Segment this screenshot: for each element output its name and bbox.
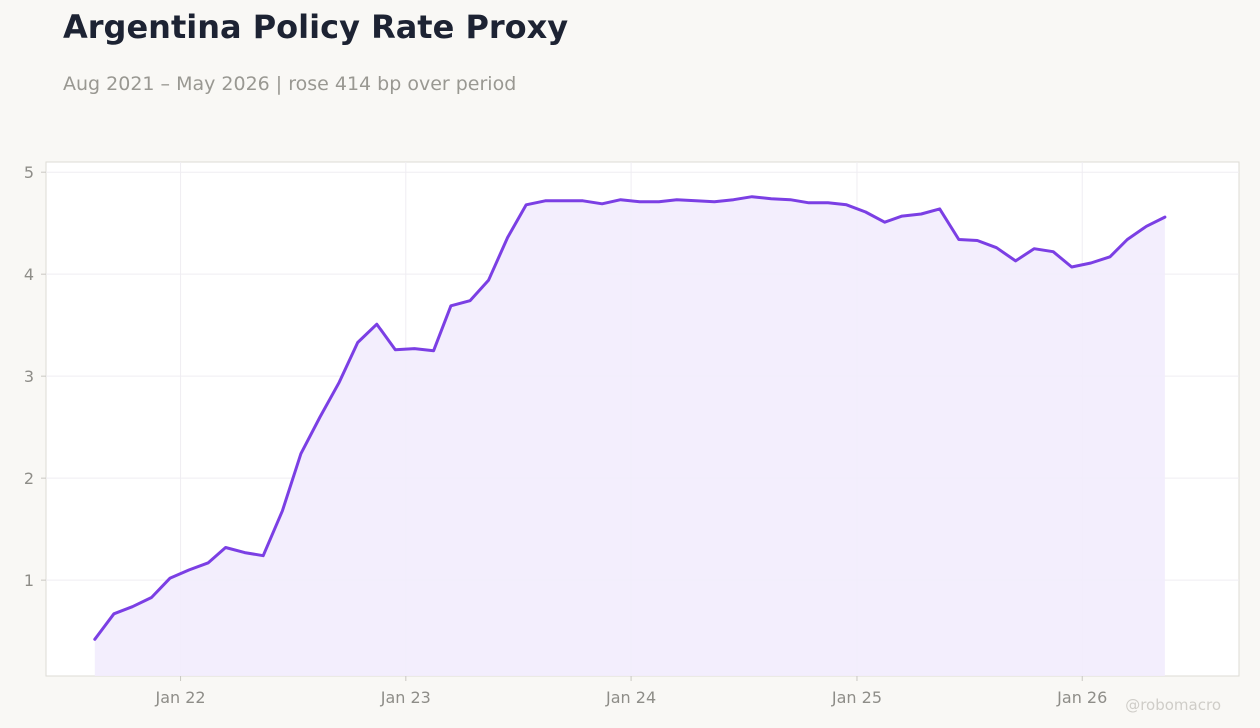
y-tick-label: 2	[24, 469, 34, 488]
x-tick-label: Jan 26	[1056, 688, 1107, 707]
series-line	[93, 195, 1167, 641]
chart-subtitle: Aug 2021 – May 2026 | rose 414 bp over p…	[63, 73, 517, 95]
y-tick-label: 3	[24, 367, 34, 386]
x-tick-label: Jan 23	[380, 688, 431, 707]
y-tick-label: 5	[24, 163, 34, 182]
watermark: @robomacro	[1125, 696, 1221, 714]
x-axis-ticks: Jan 22 Jan 23 Jan 24 Jan 25 Jan 26	[154, 676, 1107, 707]
chart-title: Argentina Policy Rate Proxy	[63, 8, 569, 46]
y-tick-label: 1	[24, 571, 34, 590]
x-tick-label: Jan 24	[605, 688, 656, 707]
y-axis-ticks: 1 2 3 4 5	[24, 163, 46, 590]
x-tick-label: Jan 22	[154, 688, 205, 707]
y-tick-label: 4	[24, 265, 34, 284]
series-area-fill	[94, 196, 1165, 676]
x-tick-label: Jan 25	[831, 688, 882, 707]
